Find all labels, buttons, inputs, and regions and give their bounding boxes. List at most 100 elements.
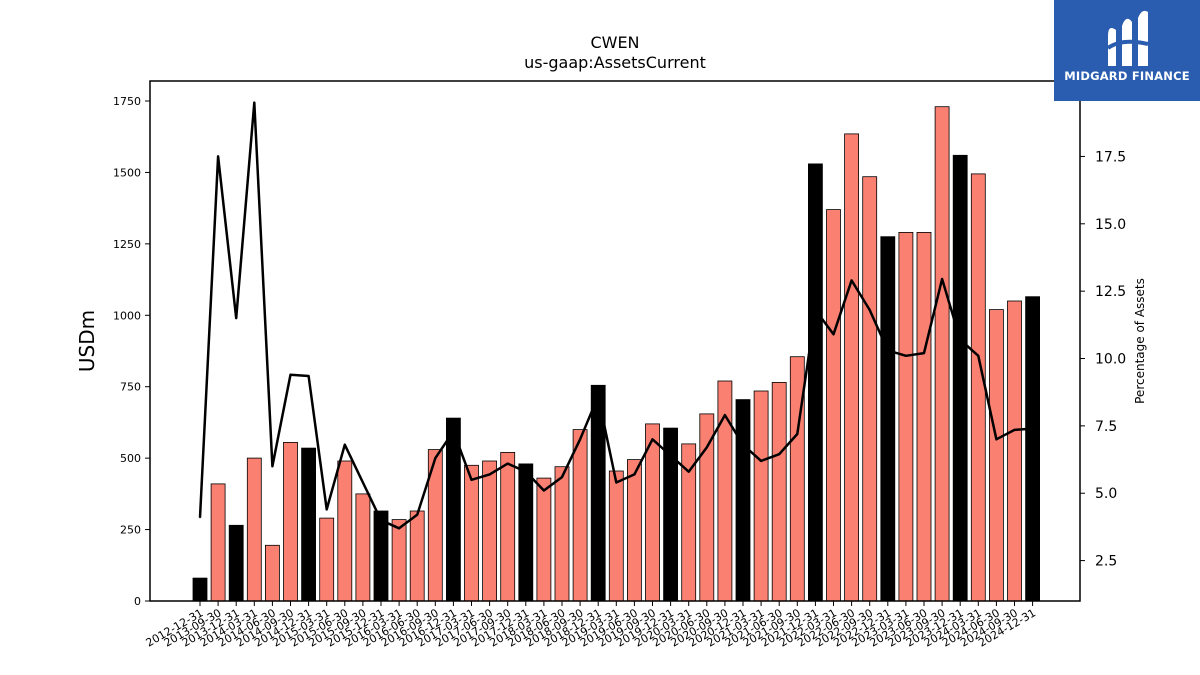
bar-2023-03-31 [898, 231, 914, 602]
line-point-2019-03-31 [615, 481, 618, 484]
bar-2018-03-31 [536, 477, 552, 602]
line-point-2022-09-30 [868, 309, 871, 311]
x-axis: 2012-12-312013-09-302013-12-312014-03-31… [144, 601, 1038, 650]
line-point-2014-12-31 [307, 375, 310, 377]
bar-2018-09-30 [572, 429, 588, 602]
y2-tick-label: 10.0 [1095, 352, 1126, 368]
midgard-finance-logo: MIDGARD FINANCE [1054, 0, 1200, 101]
line-point-2013-09-30 [217, 155, 219, 158]
line-point-2013-12-31 [235, 317, 237, 319]
bar-2013-09-30 [210, 483, 226, 602]
bar-2023-09-30 [934, 106, 950, 602]
line-point-2017-03-31 [470, 479, 473, 481]
line-point-2019-09-30 [651, 438, 654, 441]
line-point-2016-12-31 [452, 430, 455, 433]
y-axis-right: 2.5 5.0 7.5 10.0 12.5 15.0 17.5 [1080, 149, 1126, 570]
line-group [198, 101, 1034, 530]
line-point-2018-12-31 [597, 395, 599, 398]
bar-2020-12-31 [735, 399, 751, 602]
bar-2017-06-30 [482, 460, 498, 602]
bar-2023-06-30 [916, 231, 932, 602]
line-point-2023-03-31 [905, 355, 907, 357]
line-point-2020-03-31 [687, 470, 690, 473]
line-point-2012-12-31 [199, 516, 201, 519]
line-point-2023-12-31 [959, 338, 961, 341]
y-axis-label: USDm [75, 310, 99, 372]
y-tick-label: 1500 [113, 166, 141, 179]
bar-2019-06-30 [627, 459, 642, 602]
bar-2015-06-30 [337, 460, 353, 602]
line-point-2022-03-31 [832, 333, 835, 336]
y2-tick-label: 15.0 [1095, 217, 1126, 233]
bar-2014-03-31 [246, 457, 262, 602]
line-point-2015-09-30 [362, 481, 364, 484]
y-tick-label: 500 [120, 452, 141, 465]
line-point-2021-03-31 [760, 460, 762, 462]
y2-tick-label: 12.5 [1095, 284, 1126, 300]
line-point-2017-06-30 [488, 473, 491, 476]
line-point-2020-12-31 [742, 443, 744, 446]
line-point-2018-06-30 [561, 476, 563, 478]
y-tick-label: 1750 [113, 95, 141, 108]
line-point-2022-06-30 [850, 279, 853, 282]
bar-2021-12-31 [808, 163, 823, 602]
bar-2018-06-30 [554, 466, 570, 602]
y2-tick-label: 2.5 [1095, 554, 1117, 570]
line-point-2019-06-30 [633, 473, 636, 476]
line-point-2021-06-30 [778, 453, 780, 456]
line-point-2016-03-31 [398, 527, 400, 530]
bar-2022-03-31 [826, 209, 841, 602]
bar-2016-03-31 [391, 519, 407, 602]
bar-2014-09-30 [283, 441, 298, 602]
bar-2024-12-31 [1025, 296, 1040, 602]
line-point-2018-03-31 [543, 489, 545, 492]
bar-2024-06-30 [989, 309, 1004, 602]
line-point-2023-09-30 [941, 278, 943, 280]
line-point-2024-03-31 [977, 355, 980, 357]
y-tick-label: 0 [134, 595, 141, 608]
line-point-2014-09-30 [289, 373, 292, 376]
line-point-2020-09-30 [724, 414, 726, 416]
y2-tick-label: 7.5 [1095, 419, 1117, 435]
bar-2015-03-31 [319, 517, 335, 602]
line-point-2016-06-30 [416, 514, 419, 516]
y2-axis-label: Percentage of Assets [1133, 278, 1147, 404]
bar-2021-06-30 [771, 381, 787, 602]
chart-title: CWEN [590, 33, 639, 52]
bar-2022-12-31 [880, 236, 896, 602]
line-point-2024-06-30 [995, 438, 998, 441]
line-point-2020-06-30 [706, 446, 708, 449]
bar-2013-12-31 [228, 524, 244, 602]
bar-2022-06-30 [844, 133, 859, 602]
bar-2023-12-31 [952, 154, 968, 602]
line-point-2015-03-31 [325, 508, 328, 511]
bar-2019-03-31 [608, 470, 624, 602]
bar-2014-06-30 [264, 544, 280, 602]
bar-2021-03-31 [753, 390, 769, 602]
bar-2017-12-31 [518, 463, 534, 602]
y-tick-label: 1250 [113, 238, 141, 251]
line-point-2024-09-30 [1013, 429, 1016, 431]
bar-2012-12-31 [192, 577, 208, 602]
bar-2020-06-30 [699, 413, 715, 602]
line-point-2023-06-30 [923, 352, 925, 354]
line-point-2021-09-30 [796, 433, 799, 435]
bar-2017-09-30 [500, 451, 516, 602]
line-point-2017-12-31 [525, 470, 527, 473]
y-axis-left: 0 250 500 750 1000 1250 1500 1750 [113, 95, 150, 608]
line-point-2015-06-30 [344, 443, 346, 446]
line-point-2014-06-30 [271, 465, 274, 468]
logo-text: MIDGARD FINANCE [1064, 69, 1190, 83]
line-point-2019-12-31 [669, 454, 672, 457]
bar-2014-12-31 [301, 447, 317, 602]
midgard-m-logo-icon [1106, 10, 1149, 66]
line-point-2018-09-30 [579, 438, 581, 441]
line-point-2016-09-30 [434, 457, 437, 460]
line-point-2017-09-30 [506, 462, 509, 465]
y-tick-label: 750 [120, 381, 141, 394]
bar-2015-09-30 [355, 493, 371, 602]
bar-2022-09-30 [862, 176, 878, 602]
chart-subtitle: us-gaap:AssetsCurrent [524, 53, 706, 72]
y-tick-label: 1000 [113, 309, 141, 322]
